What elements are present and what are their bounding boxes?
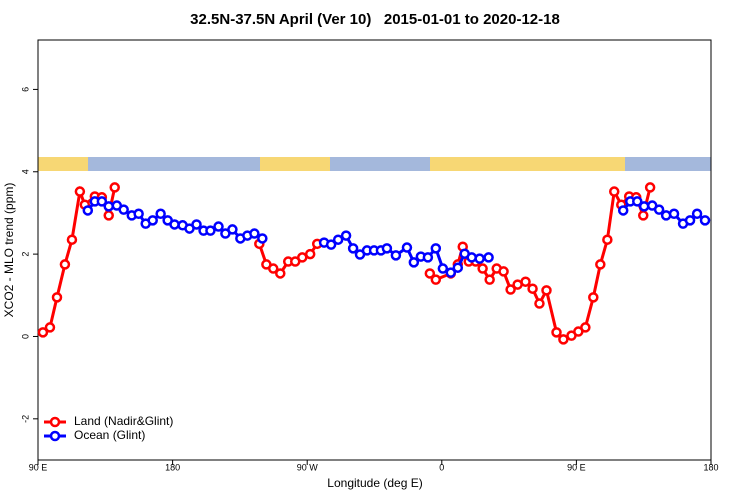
y-tick-label: 2 (20, 252, 30, 257)
data-point (452, 262, 464, 273)
data-point (147, 215, 158, 226)
data-point (103, 201, 114, 212)
data-point (44, 322, 56, 333)
data-point (82, 205, 94, 216)
data-point (103, 210, 114, 221)
data-point (660, 210, 672, 221)
data-point (51, 292, 63, 303)
data-point (644, 182, 656, 193)
data-point (227, 224, 238, 235)
data-point (347, 243, 359, 254)
legend-label: Ocean (Glint) (74, 428, 145, 442)
data-point (304, 248, 316, 260)
data-point (37, 327, 49, 338)
data-point (424, 268, 436, 279)
x-tick-label: 180 (703, 462, 718, 472)
data-point (275, 268, 286, 279)
data-point (668, 208, 680, 220)
legend-label: Land (Nadir&Glint) (74, 414, 173, 428)
data-point (632, 196, 643, 207)
data-point (430, 243, 442, 254)
legend-swatch-marker (49, 430, 61, 442)
data-point (608, 186, 620, 197)
data-point (580, 322, 591, 333)
data-point (268, 263, 279, 274)
data-point (466, 252, 477, 263)
data-point (445, 267, 457, 278)
data-point (191, 219, 202, 230)
data-point (430, 274, 442, 285)
data-point (332, 234, 344, 245)
data-point (66, 234, 78, 245)
y-tick-label: 4 (20, 169, 30, 174)
x-tick-label: 90 E (29, 462, 48, 472)
data-point (498, 266, 509, 277)
data-point (390, 250, 402, 261)
data-point (684, 215, 696, 226)
data-point (527, 283, 538, 294)
data-point (558, 334, 569, 345)
data-point (109, 182, 120, 193)
legend: Land (Nadir&Glint)Ocean (Glint) (44, 414, 173, 442)
land-band (260, 157, 330, 171)
data-point (699, 215, 711, 226)
y-axis-label: XCO2 - MLO trend (ppm) (2, 183, 16, 318)
data-point (437, 263, 449, 274)
data-point (118, 204, 129, 215)
data-point (169, 219, 180, 230)
x-tick-label: 0 (439, 462, 444, 472)
data-point (325, 239, 337, 250)
data-point (408, 257, 420, 268)
data-point (205, 225, 216, 236)
data-point (588, 292, 599, 303)
data-point (638, 201, 650, 212)
data-point (155, 208, 166, 220)
data-point (59, 259, 71, 270)
data-point (534, 298, 545, 309)
land-band (38, 157, 88, 171)
data-point (477, 263, 488, 274)
data-point (602, 234, 613, 245)
legend-swatch-marker (49, 416, 61, 428)
data-point (691, 208, 703, 220)
data-point (213, 221, 224, 232)
data-point (595, 259, 606, 270)
data-point (483, 252, 494, 263)
data-point (74, 186, 86, 197)
y-tick-label: 6 (20, 87, 30, 92)
data-point (340, 230, 352, 241)
data-point (638, 210, 649, 221)
chart-title: 32.5N-37.5N April (Ver 10) 2015-01-01 to… (190, 11, 560, 28)
x-axis-label: Longitude (deg E) (327, 476, 422, 490)
data-point (484, 274, 495, 285)
data-point (520, 276, 531, 287)
data-point (96, 196, 108, 207)
y-tick-label: 0 (20, 334, 30, 339)
data-point (474, 253, 485, 264)
data-point (422, 252, 434, 263)
data-point (653, 204, 665, 215)
series-line (42, 185, 652, 342)
x-tick-label: 90 E (567, 462, 586, 472)
data-point (401, 242, 413, 253)
data-point (541, 285, 552, 296)
data-point (133, 208, 144, 220)
data-point (257, 233, 268, 244)
land-band (430, 157, 625, 171)
x-tick-label: 180 (165, 462, 180, 472)
data-point (505, 284, 516, 295)
x-tick-label: 90 W (297, 462, 319, 472)
data-point (381, 243, 393, 254)
data-point (617, 205, 629, 216)
y-tick-label: -2 (20, 415, 30, 423)
plot-frame (37, 39, 712, 461)
data-point (249, 228, 260, 239)
data-point (551, 327, 562, 338)
land-mask-strip (38, 157, 711, 171)
